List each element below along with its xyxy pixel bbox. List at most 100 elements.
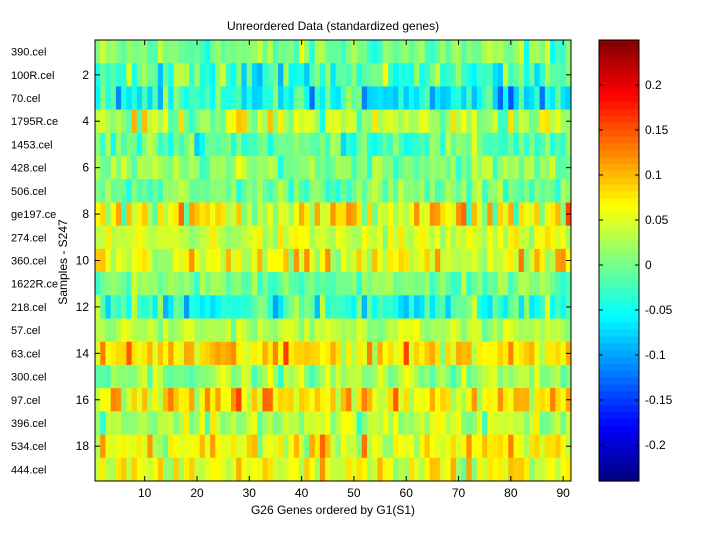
colorbar-tick-label: 0.15 xyxy=(645,123,669,137)
heatmap-cell xyxy=(513,248,520,273)
heatmap-cell xyxy=(414,109,420,134)
x-tick-label: 50 xyxy=(347,486,361,500)
heatmap-cell xyxy=(262,434,269,459)
colorbar-step xyxy=(599,453,639,461)
heatmap-cell xyxy=(178,86,185,111)
heatmap-cell xyxy=(508,272,514,296)
heatmap-cell xyxy=(325,295,331,319)
heatmap-cell xyxy=(361,179,368,203)
row-label: 63.cel xyxy=(11,348,40,360)
heatmap-cell xyxy=(523,202,530,227)
heatmap-cell xyxy=(372,40,378,64)
heatmap-cell xyxy=(529,341,535,366)
heatmap-cell xyxy=(257,364,263,389)
heatmap-cell xyxy=(377,457,384,482)
heatmap-cell xyxy=(403,411,410,435)
heatmap-cell xyxy=(204,388,211,412)
heatmap-cell xyxy=(487,411,493,435)
heatmap-cell xyxy=(560,341,567,366)
heatmap-cell xyxy=(487,63,493,87)
heatmap-cell xyxy=(262,202,269,227)
heatmap-cell xyxy=(503,132,509,157)
heatmap-cell xyxy=(314,434,321,459)
heatmap-cell xyxy=(115,434,122,459)
heatmap-cell xyxy=(319,86,326,111)
heatmap-cell xyxy=(309,40,316,64)
colorbar-step xyxy=(599,322,639,331)
heatmap-cell xyxy=(550,86,556,111)
heatmap-cell xyxy=(147,341,153,366)
heatmap-cell xyxy=(304,272,310,296)
heatmap-cell xyxy=(314,86,321,111)
heatmap-cell xyxy=(330,272,337,296)
heatmap-cell xyxy=(199,202,206,227)
heatmap-cell xyxy=(189,434,195,459)
heatmap-cell xyxy=(115,63,122,87)
heatmap-cell xyxy=(100,248,106,273)
heatmap-cell xyxy=(377,318,384,343)
colorbar-step xyxy=(599,157,639,165)
heatmap-cell xyxy=(403,202,410,227)
heatmap-cell xyxy=(173,364,180,389)
heatmap-cell xyxy=(361,40,368,64)
heatmap-cell xyxy=(121,40,127,64)
heatmap-cell xyxy=(361,295,368,319)
heatmap-cell xyxy=(142,156,148,180)
heatmap-cell xyxy=(100,457,106,482)
heatmap-cell xyxy=(377,434,384,459)
heatmap-cell xyxy=(471,86,478,111)
heatmap-cell xyxy=(288,109,295,134)
heatmap-cell xyxy=(194,272,201,296)
heatmap-cell xyxy=(403,225,410,250)
heatmap-cell xyxy=(356,63,363,87)
heatmap-cell xyxy=(236,156,242,180)
heatmap-cell xyxy=(325,272,331,296)
heatmap-cell xyxy=(126,86,133,111)
heatmap-cell xyxy=(168,411,174,435)
heatmap-cell xyxy=(293,248,300,273)
heatmap-cell xyxy=(539,40,546,64)
heatmap-cell xyxy=(340,63,347,87)
heatmap-cell xyxy=(440,63,446,87)
heatmap-cell xyxy=(544,86,551,111)
heatmap-cell xyxy=(236,434,242,459)
heatmap-cell xyxy=(147,40,153,64)
heatmap-cell xyxy=(419,179,425,203)
row-labels: 390.cel100R.cel70.cel1795R.ce1453.cel428… xyxy=(11,47,58,477)
heatmap-cell xyxy=(299,411,305,435)
heatmap-cell xyxy=(330,434,337,459)
heatmap-cell xyxy=(173,318,180,343)
heatmap-cell xyxy=(518,132,525,157)
heatmap-cell xyxy=(503,272,509,296)
heatmap-cell xyxy=(482,156,488,180)
heatmap-cell xyxy=(189,272,195,296)
heatmap-cell xyxy=(393,411,399,435)
heatmap-cell xyxy=(361,434,368,459)
heatmap-cell xyxy=(293,63,300,87)
heatmap-cell xyxy=(189,40,195,64)
heatmap-cell xyxy=(246,411,253,435)
heatmap-cell xyxy=(393,179,399,203)
heatmap-cell xyxy=(508,295,514,319)
heatmap-cell xyxy=(476,272,483,296)
heatmap-cell xyxy=(408,364,415,389)
heatmap-cell xyxy=(367,411,373,435)
heatmap-cell xyxy=(325,434,331,459)
heatmap-cell xyxy=(508,179,514,203)
row-label: 390.cel xyxy=(11,47,46,59)
heatmap-cell xyxy=(251,295,258,319)
colorbar-step xyxy=(599,40,639,48)
heatmap-cell xyxy=(194,225,201,250)
heatmap-cell xyxy=(121,109,127,134)
heatmap-cell xyxy=(152,295,159,319)
heatmap-cell xyxy=(95,86,101,111)
heatmap-cell xyxy=(168,248,174,273)
heatmap-cell xyxy=(503,434,509,459)
heatmap-cell xyxy=(455,388,462,412)
heatmap-cell xyxy=(251,225,258,250)
heatmap-cell xyxy=(241,132,248,157)
heatmap-cell xyxy=(110,295,117,319)
heatmap-cell xyxy=(246,202,253,227)
heatmap-cell xyxy=(215,388,221,412)
